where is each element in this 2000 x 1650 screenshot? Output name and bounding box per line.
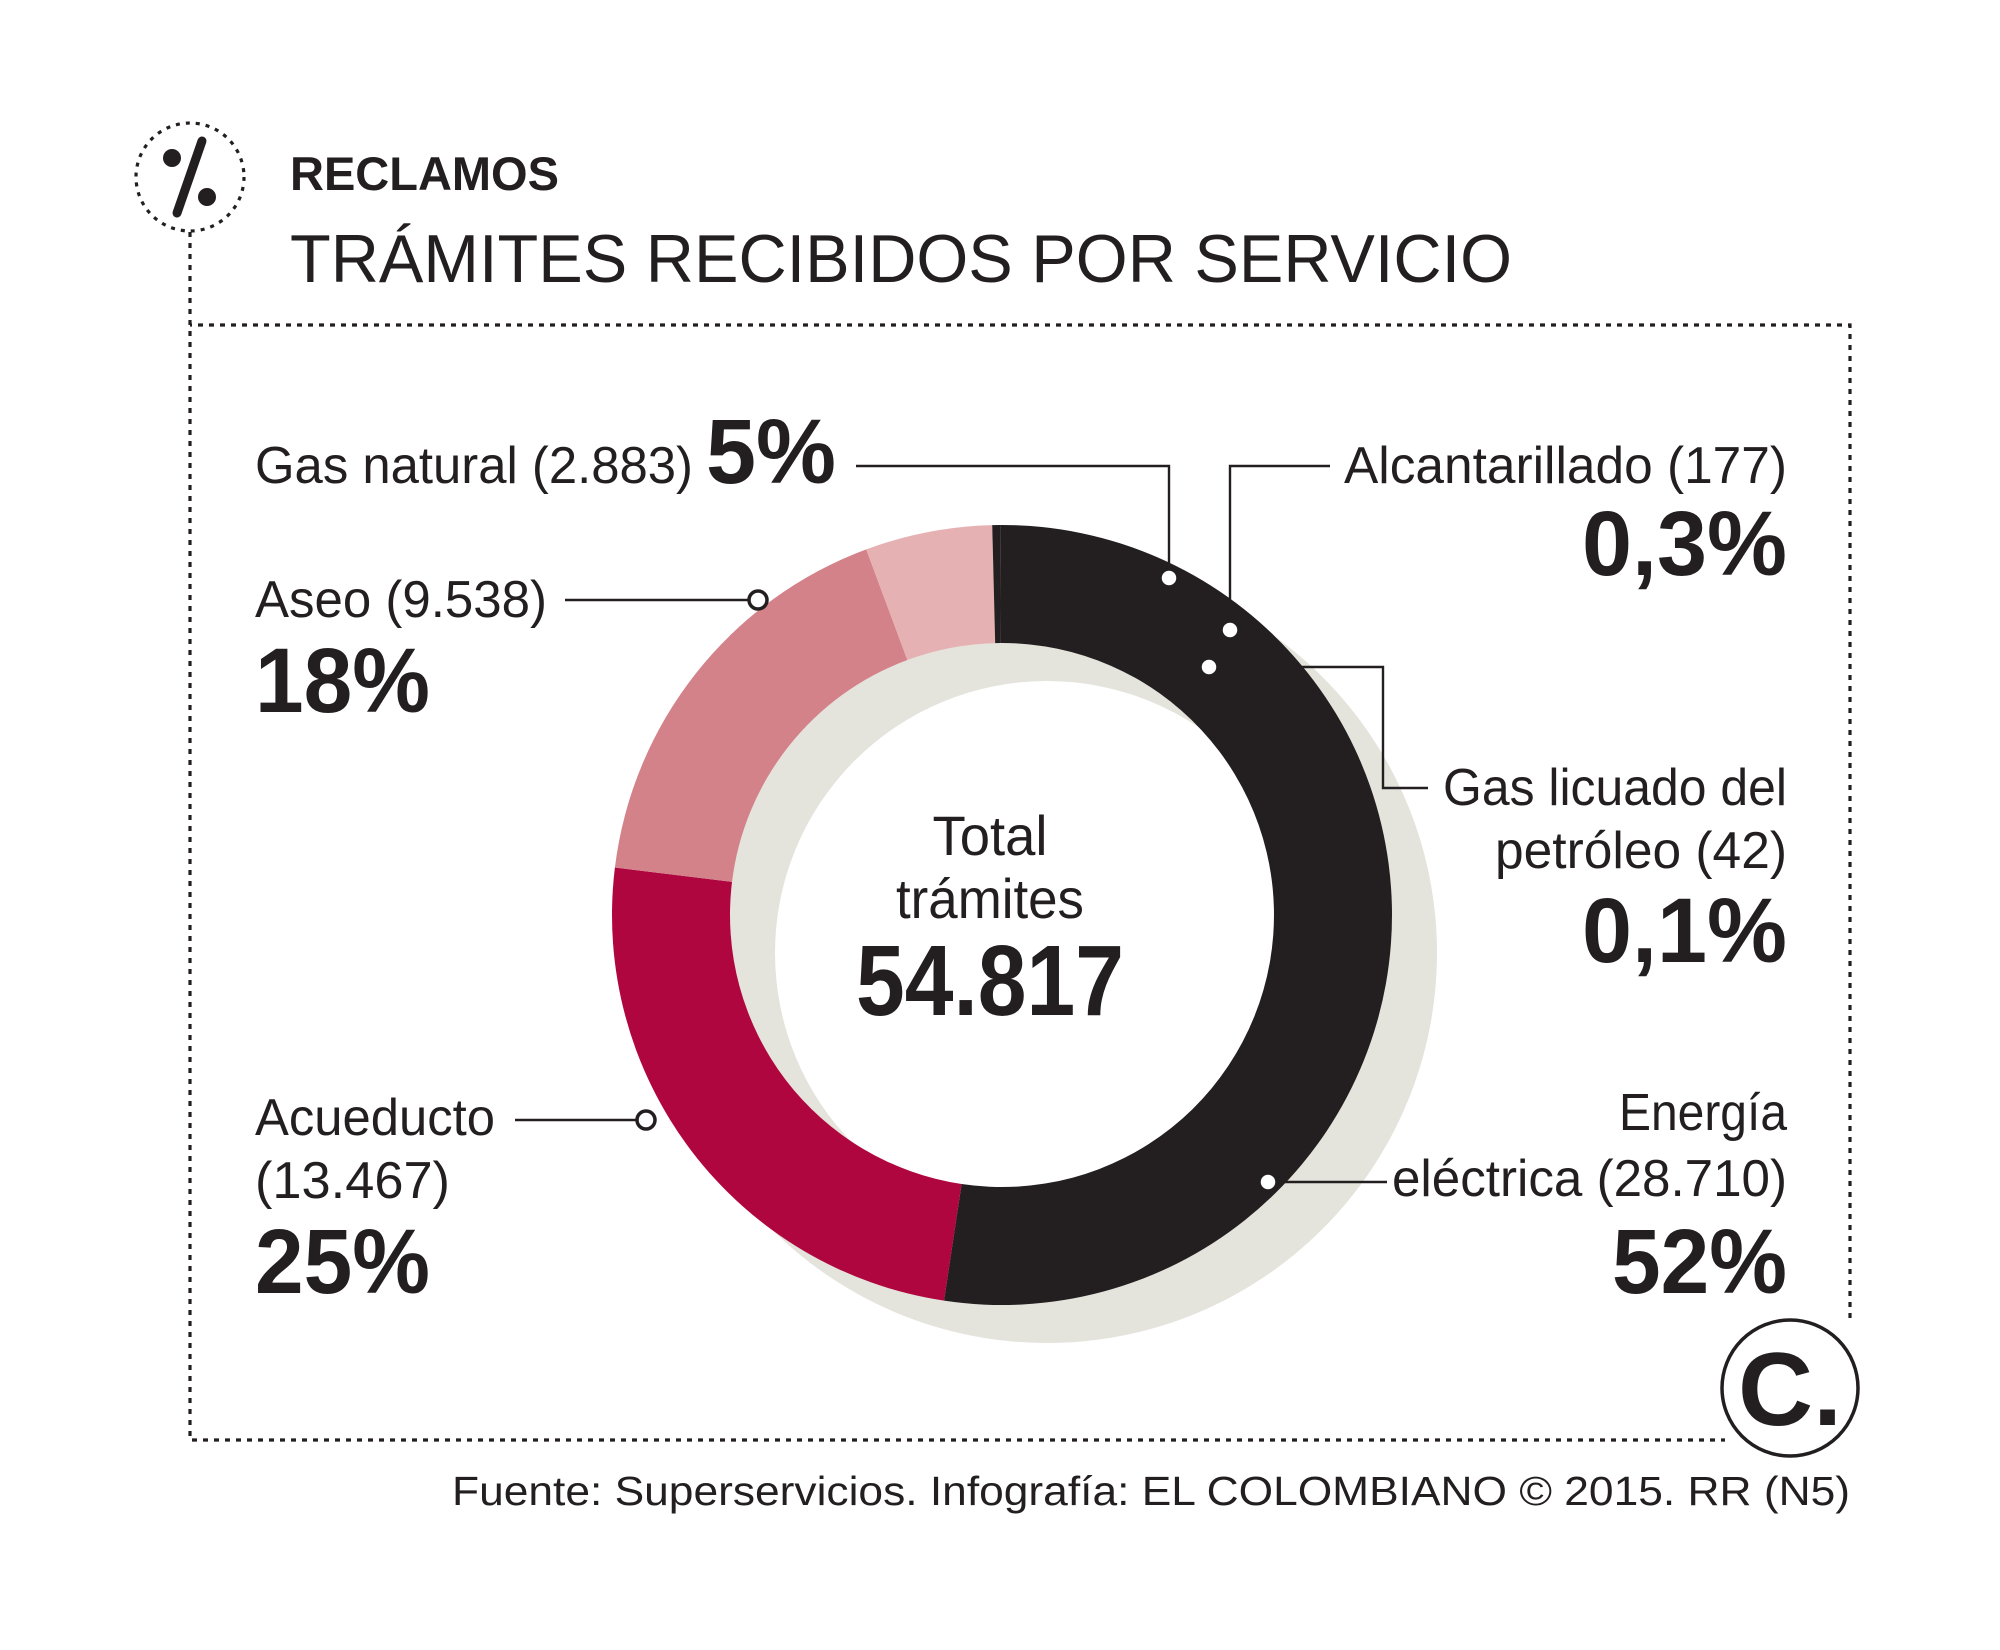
label-glp-name-1: Gas licuado del — [1443, 759, 1787, 817]
label-energia-name-2: eléctrica (28.710) — [1392, 1150, 1787, 1208]
percent-icon — [134, 121, 246, 233]
label-energia-pct: 52% — [1612, 1211, 1787, 1313]
label-alcantarillado-pct: 0,3% — [1582, 493, 1787, 595]
label-gas-natural-pct: 5% — [706, 401, 836, 503]
source-footer: Fuente: Superservicios. Infografía: EL C… — [452, 1468, 1850, 1514]
dotted-frame — [188, 232, 1852, 1442]
leader-glp — [1209, 665, 1428, 790]
slice-energia-electrica — [944, 525, 1392, 1305]
dot-glp — [1198, 656, 1220, 678]
donut-slices — [612, 524, 1392, 1305]
label-gas-natural-name: Gas natural (2.883) — [255, 437, 693, 495]
label-acueducto-name-2: (13.467) — [255, 1152, 450, 1210]
slice-alcantarillado — [992, 525, 1001, 644]
label-aseo-name: Aseo (9.538) — [255, 571, 547, 629]
logo-letter: C. — [1738, 1332, 1842, 1448]
el-colombiano-logo: C. — [1720, 1318, 1860, 1458]
leader-alcantarillado — [1228, 464, 1330, 630]
dot-aseo — [747, 589, 769, 611]
leader-gas-natural — [856, 464, 1171, 578]
center-label-line1: Total — [933, 804, 1048, 867]
label-alcantarillado-name: Alcantarillado (177) — [1344, 437, 1787, 495]
kicker: RECLAMOS — [290, 147, 559, 200]
slice-gas-licuado-del-petroleo — [1000, 524, 1002, 643]
slice-aseo — [614, 549, 908, 882]
leader-lines — [515, 464, 1428, 1184]
label-aseo-pct: 18% — [255, 630, 430, 732]
label-acueducto-pct: 25% — [255, 1211, 430, 1313]
label-glp-pct: 0,1% — [1582, 880, 1787, 982]
slice-gas-natural — [866, 525, 996, 661]
label-acueducto-name-1: Acueducto — [255, 1089, 495, 1147]
center-total: 54.817 — [856, 925, 1124, 1037]
slice-acueducto — [612, 867, 962, 1301]
donut-chart — [612, 524, 1437, 1343]
anchor-dots — [635, 567, 1279, 1193]
center-label-line2: trámites — [896, 867, 1084, 930]
dot-gas-natural — [1158, 567, 1180, 589]
page-title: TRÁMITES RECIBIDOS POR SERVICIO — [290, 221, 1512, 297]
label-glp-name-2: petróleo (42) — [1495, 822, 1787, 880]
dot-energia — [1257, 1171, 1279, 1193]
label-energia-name-1: Energía — [1619, 1084, 1787, 1142]
dot-alcantarillado — [1219, 619, 1241, 641]
dot-acueducto — [635, 1109, 657, 1131]
